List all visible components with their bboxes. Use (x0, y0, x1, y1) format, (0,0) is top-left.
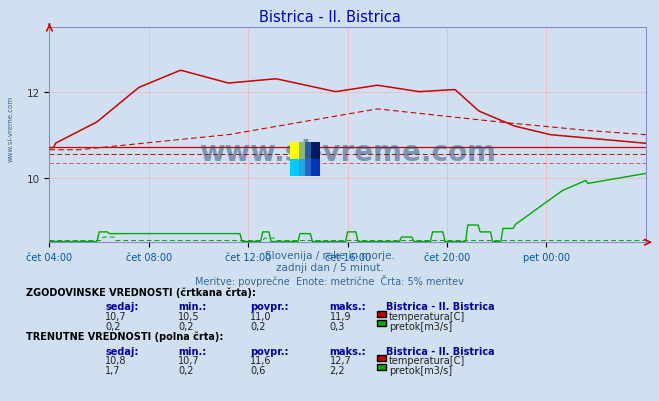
Text: 10,7: 10,7 (178, 355, 200, 365)
Text: temperatura[C]: temperatura[C] (389, 355, 465, 365)
Text: zadnji dan / 5 minut.: zadnji dan / 5 minut. (275, 262, 384, 272)
Text: 2,2: 2,2 (330, 365, 345, 375)
Text: Bistrica - Il. Bistrica: Bistrica - Il. Bistrica (386, 302, 494, 312)
Text: 0,3: 0,3 (330, 321, 345, 331)
Text: min.:: min.: (178, 346, 206, 356)
Text: Slovenija / reke in morje.: Slovenija / reke in morje. (264, 251, 395, 261)
Text: 11,9: 11,9 (330, 311, 351, 321)
Text: 0,2: 0,2 (250, 321, 266, 331)
Text: maks.:: maks.: (330, 302, 366, 312)
Text: 0,2: 0,2 (178, 321, 194, 331)
Text: www.si-vreme.com: www.si-vreme.com (199, 138, 496, 166)
Text: 10,5: 10,5 (178, 311, 200, 321)
Text: sedaj:: sedaj: (105, 346, 139, 356)
Text: 10,7: 10,7 (105, 311, 127, 321)
Text: 0,2: 0,2 (178, 365, 194, 375)
Text: 0,6: 0,6 (250, 365, 266, 375)
Text: www.si-vreme.com: www.si-vreme.com (8, 95, 14, 161)
Text: maks.:: maks.: (330, 346, 366, 356)
Bar (290, 142, 304, 159)
Polygon shape (299, 142, 311, 176)
Bar (290, 159, 304, 176)
Text: 12,7: 12,7 (330, 355, 351, 365)
Bar (304, 142, 320, 159)
Text: pretok[m3/s]: pretok[m3/s] (389, 321, 452, 331)
Text: TRENUTNE VREDNOSTI (polna črta):: TRENUTNE VREDNOSTI (polna črta): (26, 331, 224, 341)
Text: sedaj:: sedaj: (105, 302, 139, 312)
Text: ZGODOVINSKE VREDNOSTI (črtkana črta):: ZGODOVINSKE VREDNOSTI (črtkana črta): (26, 287, 256, 297)
Text: Bistrica - Il. Bistrica: Bistrica - Il. Bistrica (258, 10, 401, 25)
Text: 11,6: 11,6 (250, 355, 272, 365)
Text: pretok[m3/s]: pretok[m3/s] (389, 365, 452, 375)
Text: 11,0: 11,0 (250, 311, 272, 321)
Bar (304, 159, 320, 176)
Text: 0,2: 0,2 (105, 321, 121, 331)
Text: Bistrica - Il. Bistrica: Bistrica - Il. Bistrica (386, 346, 494, 356)
Text: povpr.:: povpr.: (250, 346, 289, 356)
Text: Meritve: povprečne  Enote: metrične  Črta: 5% meritev: Meritve: povprečne Enote: metrične Črta:… (195, 274, 464, 286)
Text: povpr.:: povpr.: (250, 302, 289, 312)
Text: 10,8: 10,8 (105, 355, 127, 365)
Text: min.:: min.: (178, 302, 206, 312)
Text: 1,7: 1,7 (105, 365, 121, 375)
Text: temperatura[C]: temperatura[C] (389, 311, 465, 321)
